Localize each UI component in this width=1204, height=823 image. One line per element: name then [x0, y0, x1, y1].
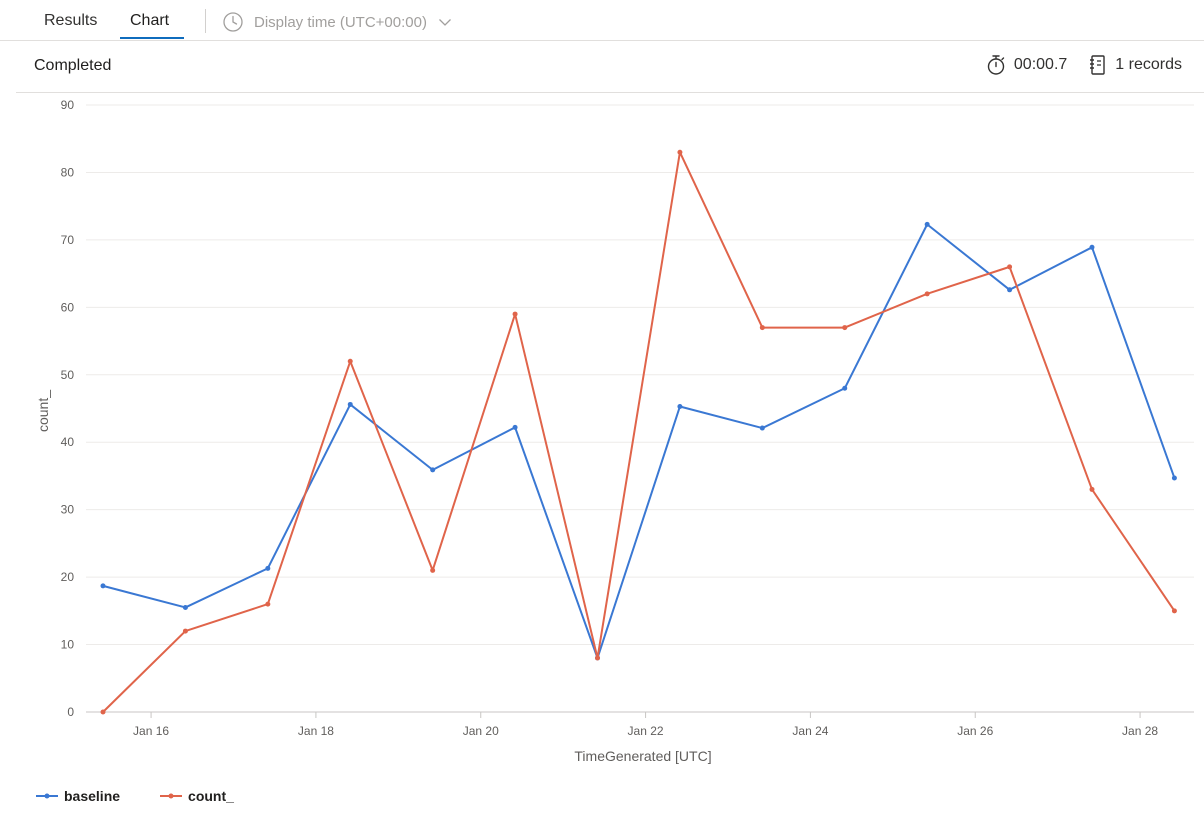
data-point-count — [430, 567, 436, 573]
data-point-count — [100, 709, 106, 715]
stopwatch-icon — [987, 55, 1005, 75]
data-point-count — [512, 311, 518, 317]
legend-item-count[interactable]: count_ — [160, 788, 234, 804]
data-point-count — [1007, 264, 1013, 270]
data-point-count — [1171, 608, 1177, 614]
y-tick-label: 70 — [61, 233, 75, 247]
data-point-count — [265, 601, 271, 607]
y-tick-label: 20 — [61, 570, 75, 584]
query-status: Completed — [34, 57, 112, 74]
clock-icon — [223, 12, 243, 32]
document-icon — [1090, 55, 1105, 75]
y-tick-label: 0 — [67, 705, 74, 719]
y-tick-label: 80 — [61, 165, 75, 179]
y-tick-label: 30 — [61, 503, 75, 517]
data-point-count — [347, 358, 353, 364]
data-point-baseline — [347, 401, 353, 407]
data-point-count — [842, 325, 848, 331]
query-meta: 00:00.7 1 records — [986, 54, 1182, 76]
legend-swatch-baseline — [36, 793, 58, 799]
chart-legend: baseline count_ — [36, 788, 234, 804]
status-bar: Completed 00:00.7 1 records — [16, 41, 1204, 93]
data-point-baseline — [182, 604, 188, 610]
x-tick-label: Jan 28 — [1122, 724, 1158, 738]
legend-label-baseline: baseline — [64, 788, 121, 804]
x-tick-label: Jan 22 — [628, 724, 664, 738]
duration-value: 00:00.7 — [1013, 56, 1068, 73]
series-line-count — [102, 151, 1176, 713]
y-tick-label: 90 — [61, 98, 75, 112]
x-tick-label: Jan 16 — [133, 724, 169, 738]
tab-chart[interactable]: Chart — [130, 12, 170, 29]
legend-swatch-count — [160, 793, 183, 799]
data-point-baseline — [1007, 287, 1013, 293]
gridlines — [86, 104, 1194, 713]
data-point-baseline — [512, 424, 518, 430]
chevron-down-icon — [439, 19, 451, 26]
series-line-baseline — [102, 223, 1176, 660]
data-point-baseline — [759, 425, 765, 431]
data-point-baseline — [430, 467, 436, 473]
x-tick-label: Jan 26 — [957, 724, 993, 738]
records: 1 records — [1089, 54, 1182, 76]
duration: 00:00.7 — [986, 54, 1067, 76]
data-point-count — [924, 291, 930, 297]
records-value: 1 records — [1115, 56, 1182, 73]
data-point-count — [594, 655, 600, 661]
axes: 0 10 20 30 40 50 60 70 80 90 Jan 16 Jan 18 Jan 20 Jan… — [61, 98, 1159, 738]
data-point-baseline — [1171, 475, 1177, 481]
x-tick-label: Jan 18 — [298, 724, 334, 738]
series — [100, 149, 1177, 715]
data-point-count — [182, 628, 188, 634]
x-axis-title: TimeGenerated [UTC] — [574, 748, 711, 764]
y-axis-title: count_ — [35, 390, 51, 432]
y-tick-label: 60 — [61, 300, 75, 314]
x-tick-label: Jan 24 — [792, 724, 828, 738]
x-tick-label: Jan 20 — [463, 724, 499, 738]
y-tick-label: 10 — [61, 638, 75, 652]
display-time-label: Display time (UTC+00:00) — [254, 13, 427, 31]
data-point-baseline — [100, 583, 106, 589]
legend-item-baseline[interactable]: baseline — [36, 788, 120, 804]
data-point-count — [1089, 486, 1095, 492]
tab-results[interactable]: Results — [44, 12, 98, 29]
toolbar-divider — [205, 9, 206, 33]
active-tab-indicator — [120, 37, 184, 39]
display-time-dropdown[interactable]: Display time (UTC+00:00) — [222, 10, 453, 34]
data-point-baseline — [924, 221, 930, 227]
data-point-baseline — [265, 565, 271, 571]
data-point-baseline — [677, 403, 683, 409]
legend-label-count: count_ — [188, 788, 234, 804]
line-chart: 0 10 20 30 40 50 60 70 80 90 Jan 16 Jan 18 Jan 20 Jan… — [35, 98, 1194, 764]
y-tick-label: 50 — [61, 368, 75, 382]
y-tick-label: 40 — [61, 435, 75, 449]
data-point-count — [759, 325, 765, 331]
data-point-baseline — [1089, 244, 1095, 250]
data-point-baseline — [842, 385, 848, 391]
tab-bar: Results Chart Display time (UTC+00:00) — [0, 0, 1204, 41]
data-point-count — [677, 149, 683, 155]
